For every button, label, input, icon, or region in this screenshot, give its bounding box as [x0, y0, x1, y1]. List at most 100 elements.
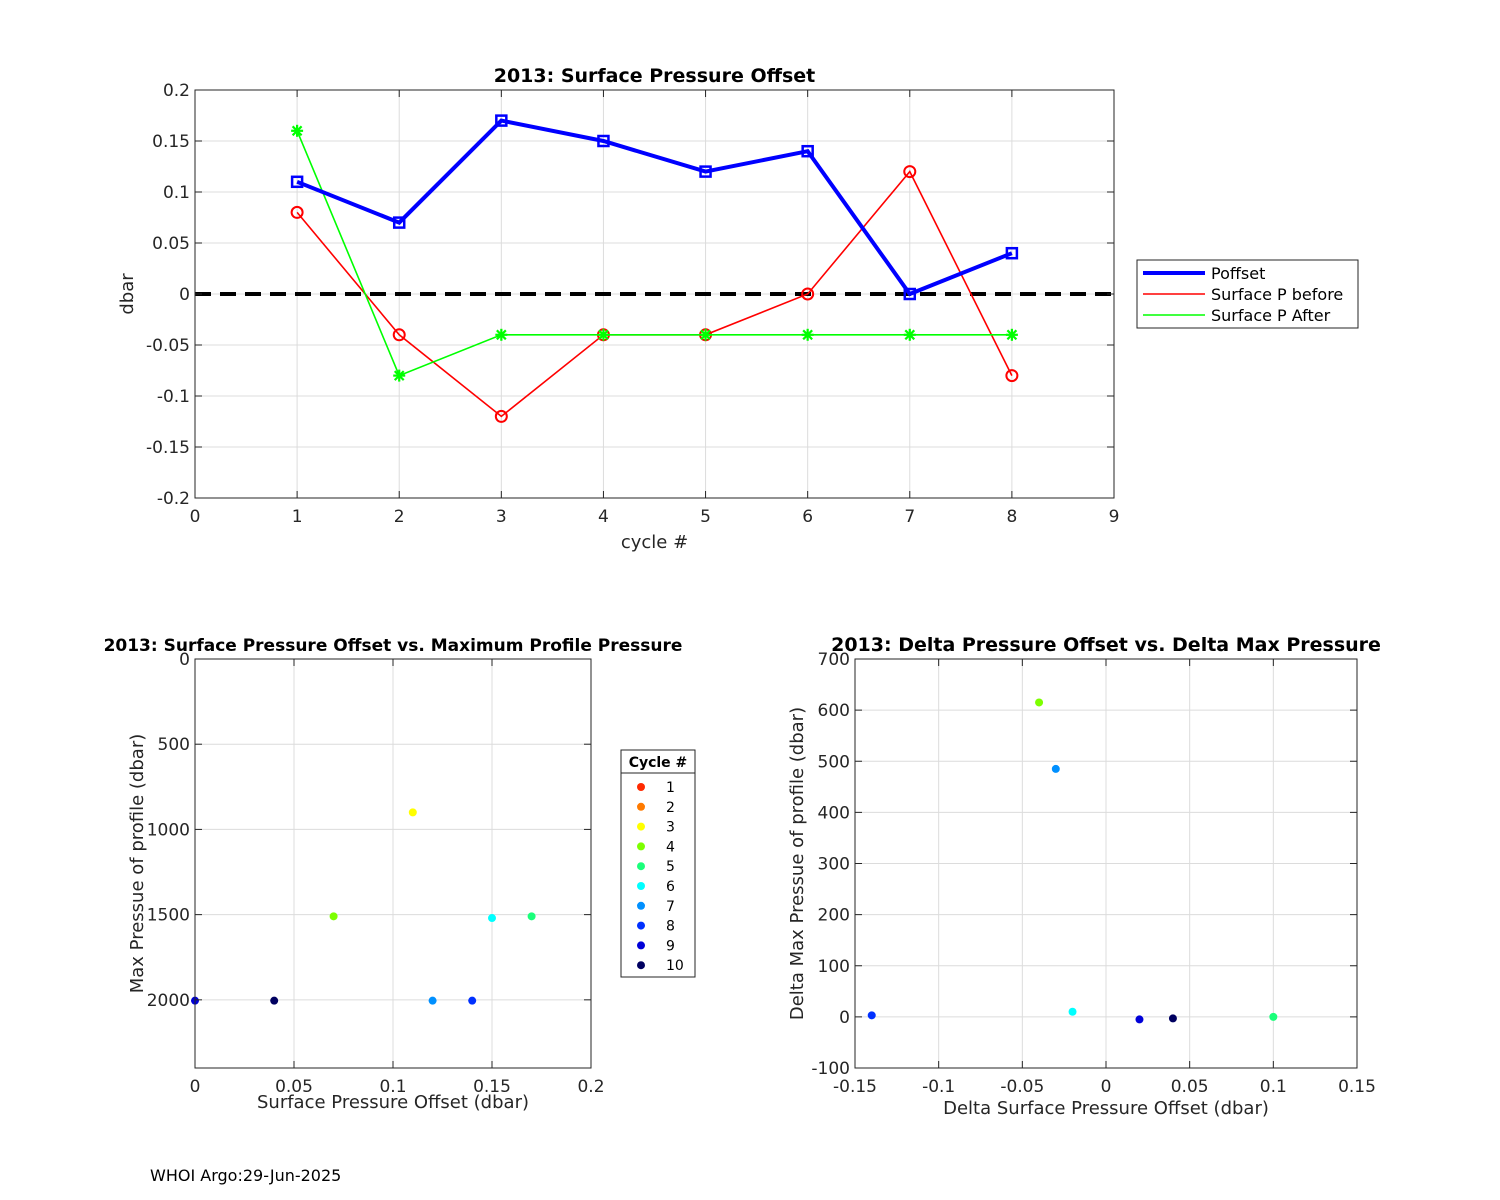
- delta-x-tick-label: 0.05: [1171, 1077, 1209, 1097]
- delta-title: 2013: Delta Pressure Offset vs. Delta Ma…: [831, 634, 1381, 656]
- delta-x-axis-label: Delta Surface Pressure Offset (dbar): [943, 1098, 1269, 1119]
- offset-title: 2013: Surface Pressure Offset: [494, 65, 816, 87]
- point-surface-p-before: [494, 409, 508, 423]
- cycle-legend-label: 5: [666, 859, 675, 875]
- star-stroke: [598, 329, 609, 341]
- offset-x-tick-label: 1: [292, 507, 303, 527]
- delta-y-axis-label: Delta Max Pressue of profile (dbar): [787, 707, 808, 1020]
- offset-y-tick-label: 0: [179, 285, 190, 305]
- point-surface-p-before: [392, 328, 406, 342]
- star-stroke: [291, 125, 303, 137]
- star-stroke: [802, 329, 813, 341]
- maxp-y-tick-label: 2000: [147, 991, 190, 1011]
- delta-y-tick-label: 200: [818, 906, 850, 926]
- scatter-point: [527, 912, 536, 921]
- offset-x-tick-label: 0: [190, 507, 201, 527]
- cycle-legend-marker: [637, 802, 645, 811]
- offset-x-tick-label: 2: [394, 507, 405, 527]
- point-surface-p-after: [393, 369, 406, 382]
- offset-x-tick-label: 9: [1109, 507, 1120, 527]
- delta-y-tick-label: 700: [818, 650, 850, 670]
- cycle-legend-label: 6: [666, 879, 675, 895]
- point-surface-p-after: [699, 328, 712, 341]
- delta-x-tick-label: -0.05: [1000, 1077, 1044, 1097]
- offset-y-tick-label: 0.05: [152, 234, 190, 254]
- delta-y-tick-label: 300: [818, 855, 850, 875]
- scatter-point: [270, 996, 279, 1005]
- delta-x-tick-label: 0.1: [1260, 1077, 1287, 1097]
- maxp-x-tick-label: 0.2: [577, 1077, 604, 1097]
- delta-y-tick-label: 400: [818, 803, 850, 823]
- cycle-legend-marker: [637, 882, 645, 890]
- offset-y-tick-label: 0.1: [163, 183, 190, 203]
- cycle-legend-label: 1: [666, 780, 675, 796]
- maxp-y-tick-label: 1000: [147, 820, 190, 840]
- scatter-point: [1269, 1012, 1278, 1021]
- scatter-point: [488, 914, 496, 923]
- cycle-legend-marker: [637, 822, 645, 831]
- star-stroke: [496, 329, 507, 341]
- cycle-legend-title: Cycle #: [629, 755, 688, 771]
- offset-x-tick-label: 5: [700, 507, 711, 527]
- legend-label: Surface P After: [1211, 306, 1331, 325]
- maxp-title: 2013: Surface Pressure Offset vs. Maximu…: [104, 636, 683, 656]
- scatter-point: [408, 808, 417, 817]
- point-poffset: [597, 134, 610, 148]
- cycle-legend-marker: [637, 961, 645, 970]
- scatter-point: [1168, 1014, 1177, 1023]
- maxp-x-tick-label: 0.15: [473, 1077, 511, 1097]
- point-surface-p-after: [801, 328, 814, 341]
- delta-x-tick-label: 0.15: [1338, 1077, 1376, 1097]
- cycle-legend-marker: [637, 921, 645, 930]
- star-stroke: [393, 370, 405, 381]
- point-surface-p-after: [1005, 328, 1018, 341]
- cycle-legend-marker: [637, 783, 645, 791]
- scatter-point: [428, 996, 437, 1005]
- scatter-point: [1068, 1007, 1077, 1016]
- offset-x-tick-label: 8: [1006, 507, 1017, 527]
- offset-y-tick-label: -0.15: [146, 438, 190, 458]
- series-line-poffset: [296, 118, 1013, 297]
- offset-y-axis-label: dbar: [117, 273, 138, 315]
- point-surface-p-after: [597, 328, 610, 341]
- legend-label: Poffset: [1211, 264, 1265, 283]
- offset-legend: Poffset Surface P before Surface P After: [1136, 259, 1359, 329]
- delta-y-tick-label: -100: [811, 1059, 850, 1079]
- scatter-point: [1051, 764, 1060, 773]
- point-surface-p-before: [903, 165, 917, 179]
- scatter-point: [468, 996, 477, 1005]
- cycle-legend-box: [620, 749, 696, 978]
- point-poffset: [699, 165, 712, 178]
- maxp-y-tick-label: 0: [179, 650, 190, 670]
- delta-x-tick-label: 0: [1101, 1077, 1112, 1097]
- point-surface-p-after: [903, 328, 916, 341]
- offset-y-tick-label: -0.2: [157, 489, 190, 509]
- star-stroke: [700, 329, 711, 341]
- offset-chart: 0 1 2 3 4 5 6 7 8 9 -0.2 -0.15 -0.1 -0.05 0 0.05 0.1 0.15…: [117, 65, 1359, 553]
- delta-y-tick-label: 0: [839, 1008, 850, 1028]
- scatter-point: [1035, 698, 1044, 707]
- series-line-surface-p-after: [296, 130, 1012, 377]
- delta-x-tick-label: -0.1: [922, 1077, 955, 1097]
- point-surface-p-before: [290, 205, 304, 219]
- footer-stamp: WHOI Argo:29-Jun-2025: [150, 1166, 342, 1185]
- max-pressure-chart: 0 0.05 0.1 0.15 0.2 0 500 1000 1500 2000 2013: Sur…: [104, 636, 696, 1113]
- scatter-point: [1135, 1015, 1144, 1024]
- offset-x-axis-label: cycle #: [621, 532, 688, 553]
- point-poffset: [495, 114, 508, 127]
- point-poffset: [1005, 246, 1019, 260]
- offset-y-tick-label: 0.15: [152, 132, 190, 152]
- offset-y-tick-label: 0.2: [163, 81, 190, 101]
- cycle-legend-marker: [637, 842, 645, 851]
- maxp-x-tick-label: 0.05: [275, 1077, 313, 1097]
- cycle-legend-label: 10: [666, 958, 684, 974]
- star-stroke: [1006, 329, 1018, 341]
- point-surface-p-before: [801, 287, 815, 301]
- cycle-legend-label: 8: [666, 919, 675, 935]
- offset-x-tick-label: 4: [598, 507, 609, 527]
- delta-x-tick-label: -0.15: [833, 1077, 877, 1097]
- scatter-point: [329, 912, 338, 921]
- cycle-legend-label: 3: [666, 820, 675, 836]
- point-surface-p-after: [495, 328, 508, 341]
